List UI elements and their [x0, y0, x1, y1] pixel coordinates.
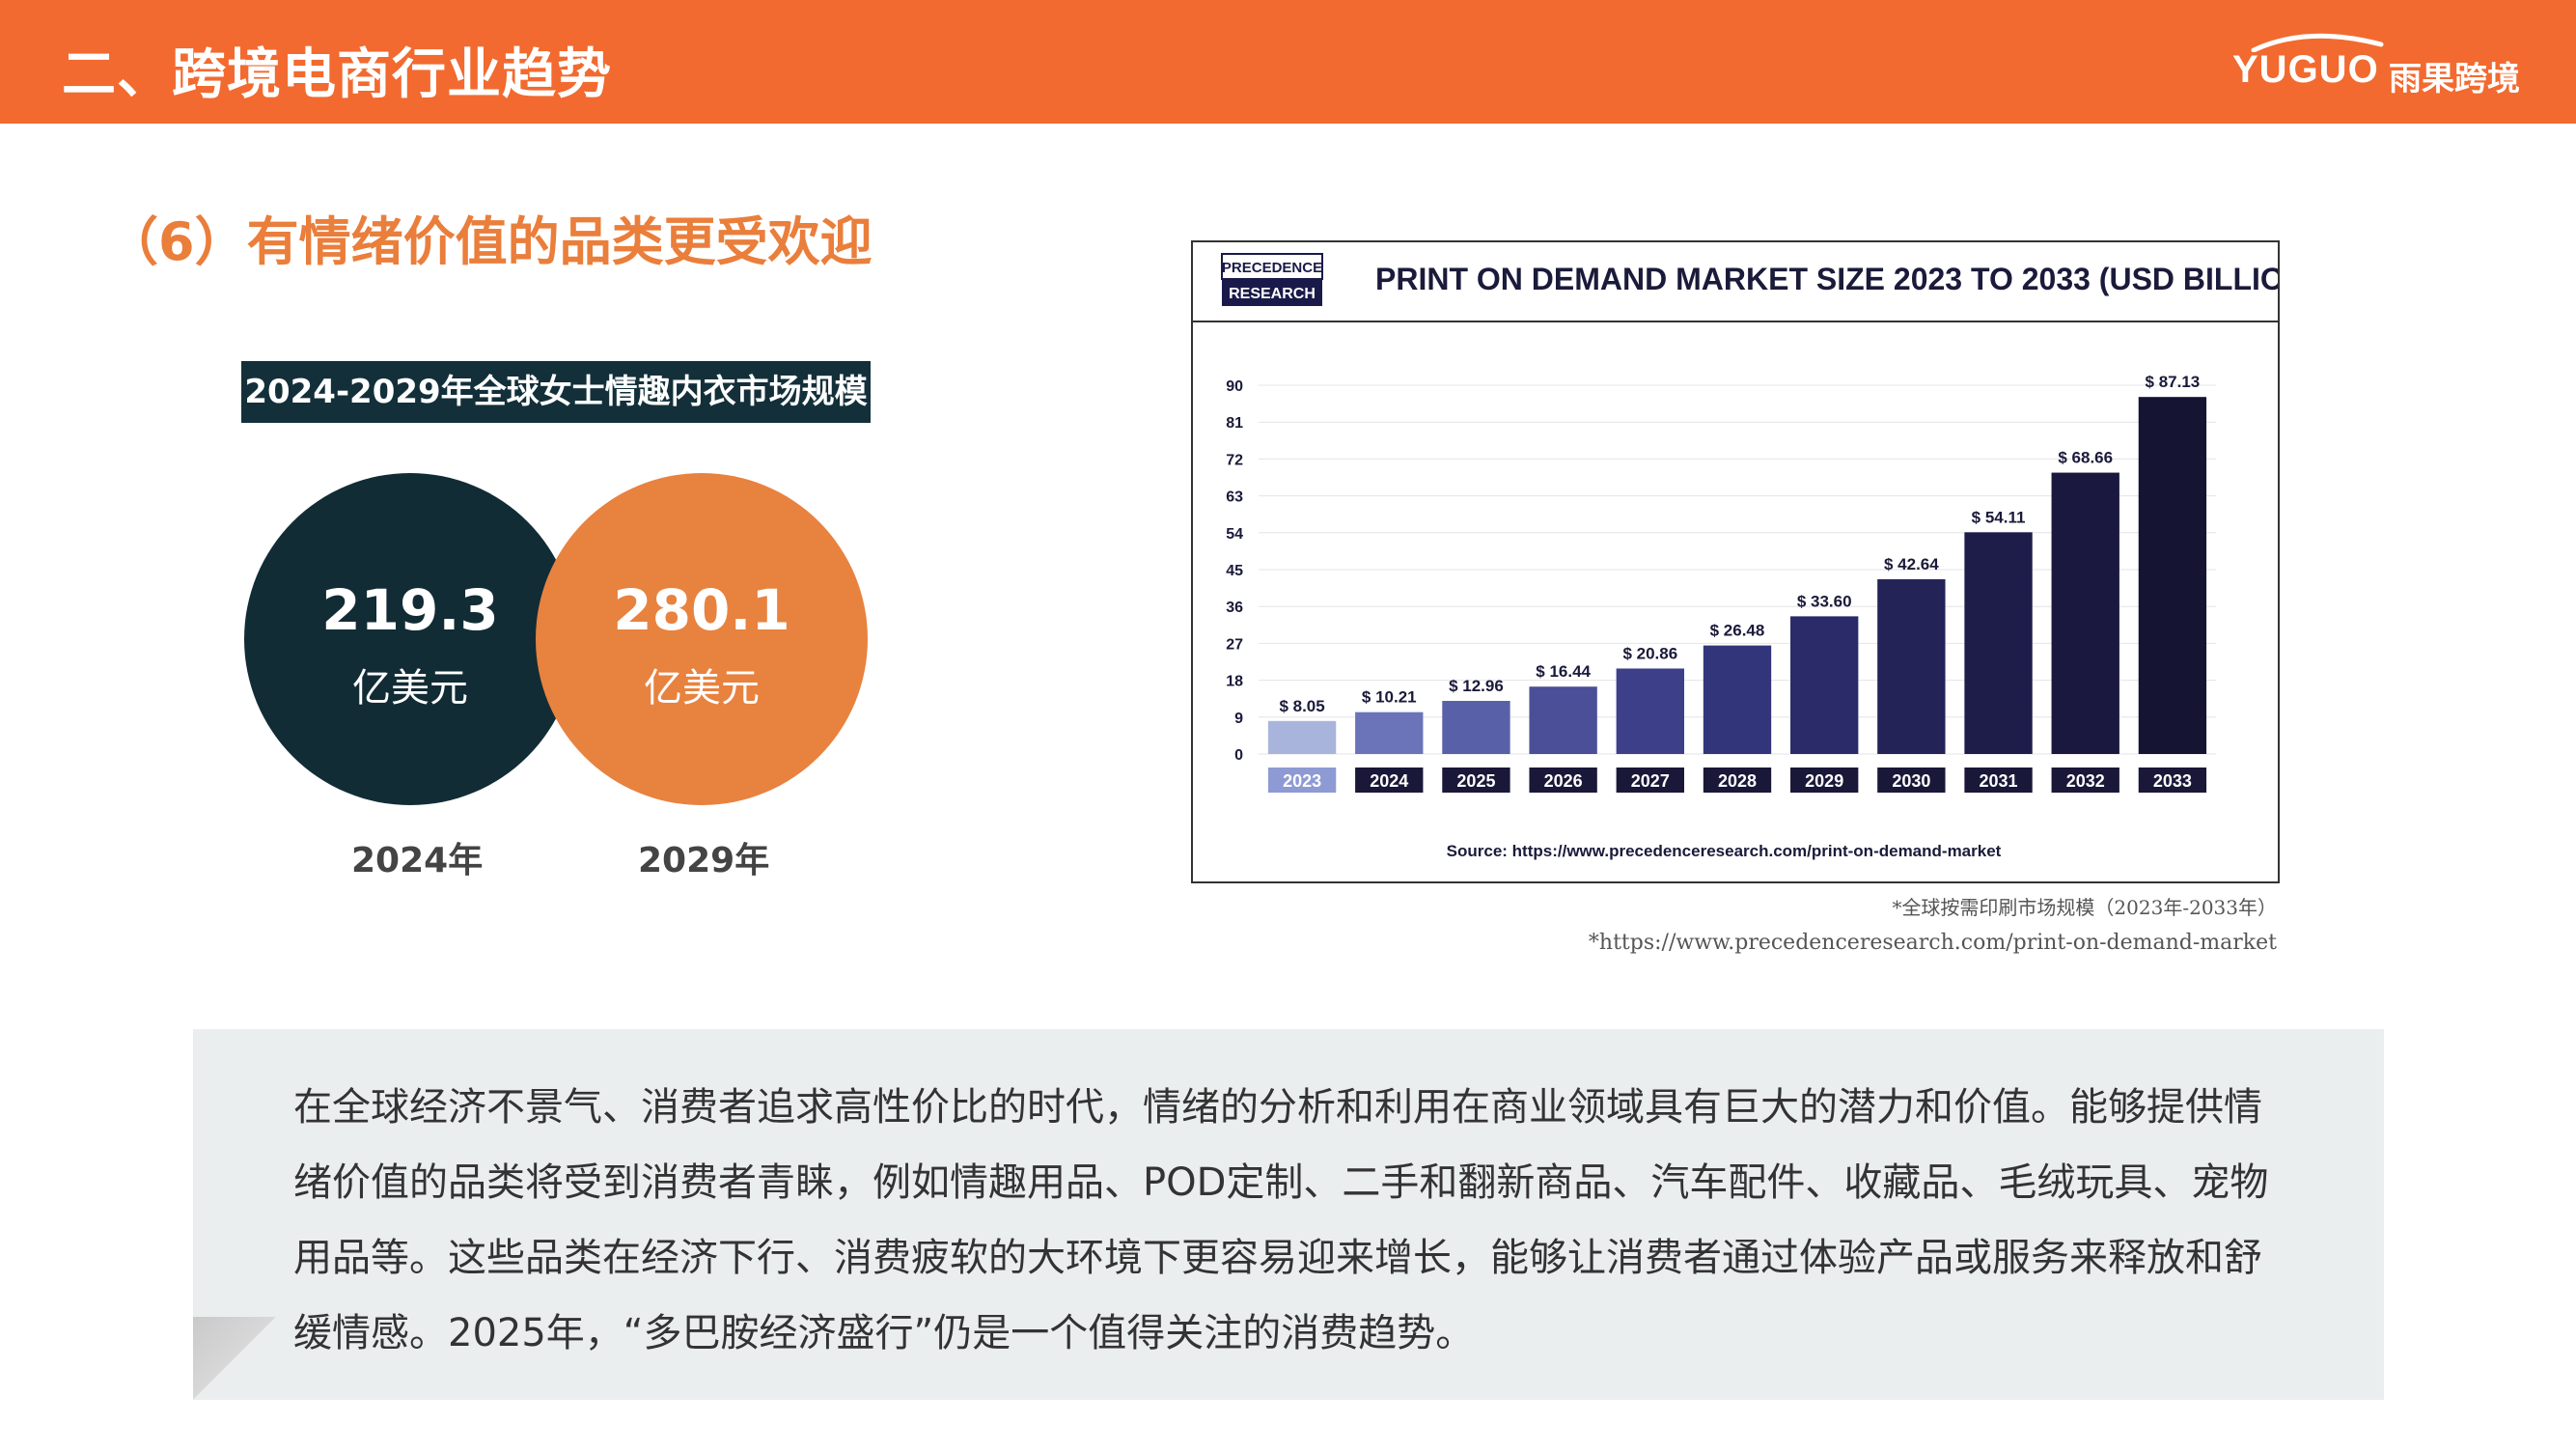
category-label-bg: [1529, 768, 1597, 793]
bar-value-label: $ 87.13: [2146, 373, 2201, 391]
bar-2023: [1267, 720, 1337, 754]
category-label-bg: [2138, 768, 2207, 793]
category-label-bg: [1877, 768, 1946, 793]
y-tick-label: 45: [1226, 563, 1243, 579]
bar-value-label: $ 54.11: [1972, 508, 2026, 526]
bar-value-label: $ 33.60: [1797, 592, 1852, 610]
logo-arc-icon: [2251, 33, 2384, 52]
chart-title: PRINT ON DEMAND MARKET SIZE 2023 TO 2033…: [1375, 262, 2278, 296]
pod-market-chart-svg: PRECEDENCE RESEARCH PRINT ON DEMAND MARK…: [1193, 253, 2317, 860]
market-2024-circle: 219.3 亿美元: [244, 473, 576, 805]
market-2029-unit: 亿美元: [644, 666, 760, 711]
panel-fold-corner: [193, 1317, 276, 1400]
y-tick-label: 63: [1226, 489, 1243, 506]
badge-bottom-box: [1222, 279, 1322, 306]
header-bar: 二、跨境电商行业趋势 YUGUO 雨果跨境: [0, 0, 2576, 124]
badge-line2: RESEARCH: [1229, 286, 1316, 302]
y-tick-label: 9: [1234, 711, 1243, 727]
section-title: （6）有情绪价值的品类更受欢迎: [106, 211, 873, 272]
category-label: 2026: [1544, 771, 1583, 791]
summary-paragraph: 在全球经济不景气、消费者追求高性价比的时代，情绪的分析和利用在商业领域具有巨大的…: [293, 1085, 2269, 1355]
category-label-bg: [1442, 768, 1510, 793]
y-tick-label: 72: [1226, 452, 1243, 468]
category-label-bg: [2051, 768, 2119, 793]
category-label-bg: [1964, 768, 2033, 793]
precedence-research-badge: PRECEDENCE RESEARCH: [1221, 253, 1323, 306]
bar-2026: [1529, 686, 1597, 754]
brand-logo: YUGUO 雨果跨境: [2232, 29, 2541, 98]
bar-2025: [1442, 700, 1510, 754]
category-label: 2033: [2153, 771, 2192, 791]
bar-2031: [1964, 532, 2033, 754]
category-label-bg: [1267, 768, 1337, 793]
category-label-bg: [1616, 768, 1684, 793]
y-tick-label: 18: [1226, 674, 1243, 690]
category-label: 2023: [1283, 771, 1321, 791]
category-label-bg: [1790, 768, 1859, 793]
category-label: 2028: [1718, 771, 1757, 791]
bar-2028: [1703, 645, 1772, 754]
category-label: 2025: [1456, 771, 1495, 791]
market-2024-unit: 亿美元: [352, 666, 468, 711]
category-label: 2029: [1805, 771, 1843, 791]
bar-2024: [1355, 712, 1424, 754]
y-tick-label: 0: [1234, 747, 1243, 764]
page-title: 二、跨境电商行业趋势: [62, 43, 612, 106]
market-2029-value: 280.1: [613, 577, 790, 643]
bar-2033: [2138, 397, 2207, 754]
logo-cn-text: 雨果跨境: [2389, 60, 2520, 98]
market-2024-value: 219.3: [321, 577, 499, 643]
category-label-bg: [1703, 768, 1772, 793]
summary-panel: [193, 1029, 2384, 1400]
bar-value-label: $ 10.21: [1362, 688, 1417, 707]
bar-value-label: $ 8.05: [1279, 697, 1324, 715]
bar-value-label: $ 26.48: [1710, 622, 1765, 640]
market-size-label: 2024-2029年全球女士情趣内衣市场规模: [241, 361, 871, 423]
market-2024-year: 2024年: [351, 841, 484, 880]
category-label: 2032: [2066, 771, 2105, 791]
chart-caption-1: *全球按需印刷市场规模（2023年-2033年）: [1892, 896, 2277, 919]
bar-value-label: $ 16.44: [1536, 662, 1591, 681]
category-label-bg: [1355, 768, 1424, 793]
y-tick-label: 81: [1226, 415, 1243, 432]
y-tick-label: 54: [1226, 526, 1243, 543]
y-tick-label: 90: [1226, 378, 1243, 395]
category-label: 2031: [1980, 771, 2018, 791]
badge-line1: PRECEDENCE: [1222, 260, 1322, 276]
logo-text: YUGUO: [2232, 48, 2379, 91]
bar-2030: [1877, 579, 1946, 754]
market-2029-circle: 280.1 亿美元: [536, 473, 868, 805]
y-tick-label: 36: [1226, 600, 1243, 616]
chart-source: Source: https://www.precedenceresearch.c…: [1447, 842, 2002, 860]
bar-2032: [2051, 472, 2119, 754]
bar-value-label: $ 12.96: [1449, 677, 1504, 695]
bar-value-label: $ 42.64: [1884, 555, 1939, 573]
category-label: 2030: [1892, 771, 1930, 791]
market-2029-year: 2029年: [638, 841, 770, 880]
category-label: 2027: [1631, 771, 1670, 791]
bar-2029: [1790, 616, 1859, 754]
y-tick-label: 27: [1226, 636, 1243, 653]
bar-2027: [1616, 668, 1684, 754]
bar-value-label: $ 20.86: [1622, 644, 1677, 662]
pod-market-chart: PRECEDENCE RESEARCH PRINT ON DEMAND MARK…: [1191, 240, 2317, 883]
chart-caption-2: *https://www.precedenceresearch.com/prin…: [1588, 931, 2277, 955]
category-label: 2024: [1370, 771, 1408, 791]
bar-value-label: $ 68.66: [2058, 449, 2113, 467]
